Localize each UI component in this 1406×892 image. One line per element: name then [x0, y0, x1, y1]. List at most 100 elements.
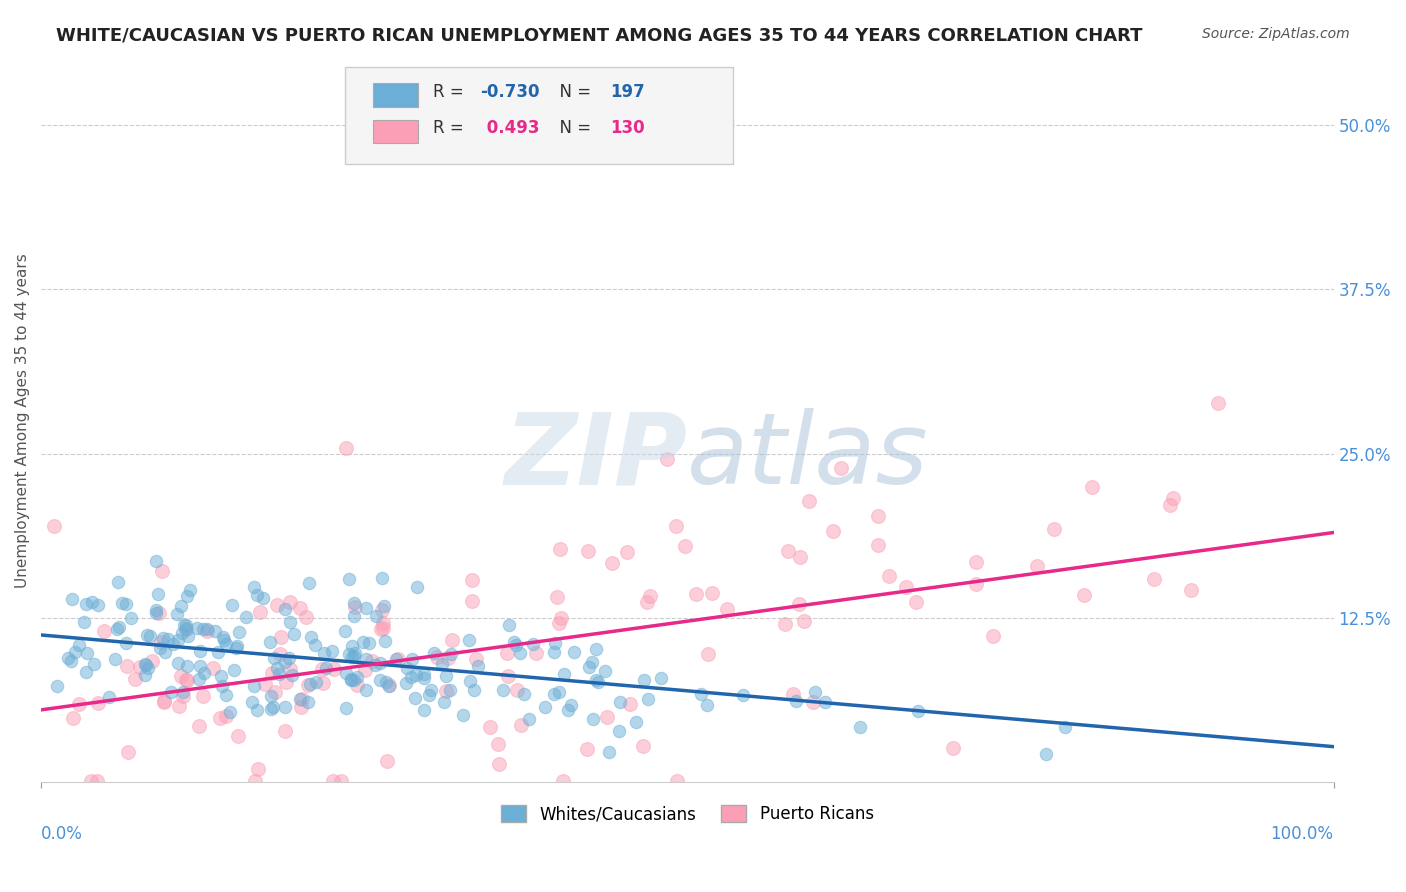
Text: 130: 130	[610, 120, 644, 137]
Puerto Ricans	[548, 542, 571, 557]
Whites/Caucasians	[814, 695, 837, 709]
Whites/Caucasians	[252, 591, 274, 606]
Whites/Caucasians	[242, 679, 264, 693]
Whites/Caucasians	[80, 594, 103, 608]
Whites/Caucasians	[148, 587, 170, 601]
Whites/Caucasians	[115, 597, 138, 611]
Whites/Caucasians	[517, 712, 540, 726]
Whites/Caucasians	[315, 661, 337, 675]
Puerto Ricans	[1208, 395, 1230, 409]
Whites/Caucasians	[191, 622, 214, 636]
Whites/Caucasians	[513, 687, 536, 701]
Whites/Caucasians	[1053, 720, 1076, 734]
Whites/Caucasians	[439, 683, 461, 698]
Puerto Ricans	[602, 556, 624, 570]
Puerto Ricans	[201, 661, 224, 675]
Puerto Ricans	[172, 689, 194, 703]
Whites/Caucasians	[374, 634, 396, 648]
Whites/Caucasians	[277, 651, 299, 665]
Whites/Caucasians	[548, 684, 571, 698]
Whites/Caucasians	[195, 623, 218, 637]
Whites/Caucasians	[67, 638, 90, 652]
Whites/Caucasians	[560, 698, 582, 712]
Whites/Caucasians	[343, 673, 366, 687]
Puerto Ricans	[797, 493, 820, 508]
Puerto Ricans	[1163, 491, 1185, 505]
Whites/Caucasians	[354, 601, 377, 615]
Whites/Caucasians	[321, 643, 343, 657]
Whites/Caucasians	[401, 651, 423, 665]
Whites/Caucasians	[212, 632, 235, 647]
Whites/Caucasians	[696, 698, 718, 713]
Whites/Caucasians	[274, 700, 297, 714]
Whites/Caucasians	[269, 667, 291, 681]
Puerto Ricans	[149, 635, 172, 649]
Puerto Ricans	[266, 598, 288, 612]
Puerto Ricans	[115, 658, 138, 673]
Whites/Caucasians	[298, 677, 321, 691]
Puerto Ricans	[488, 757, 510, 772]
Puerto Ricans	[495, 647, 517, 661]
Whites/Caucasians	[263, 650, 285, 665]
Whites/Caucasians	[240, 695, 263, 709]
Puerto Ricans	[553, 773, 575, 788]
Whites/Caucasians	[135, 628, 157, 642]
Whites/Caucasians	[581, 655, 603, 669]
Text: R =: R =	[433, 120, 468, 137]
Whites/Caucasians	[160, 684, 183, 698]
Puerto Ricans	[526, 646, 548, 660]
Whites/Caucasians	[354, 683, 377, 698]
Puerto Ricans	[665, 519, 688, 533]
Puerto Ricans	[191, 690, 214, 704]
Whites/Caucasians	[562, 645, 585, 659]
Puerto Ricans	[879, 568, 901, 582]
Whites/Caucasians	[371, 571, 394, 585]
Whites/Caucasians	[235, 610, 257, 624]
Puerto Ricans	[546, 591, 568, 605]
Whites/Caucasians	[211, 630, 233, 644]
Whites/Caucasians	[149, 641, 172, 656]
Whites/Caucasians	[373, 599, 395, 614]
Whites/Caucasians	[188, 659, 211, 673]
Whites/Caucasians	[557, 703, 579, 717]
Whites/Caucasians	[404, 690, 426, 705]
Puerto Ricans	[269, 647, 291, 661]
Whites/Caucasians	[451, 708, 474, 723]
Whites/Caucasians	[785, 694, 807, 708]
Puerto Ricans	[793, 614, 815, 628]
Text: 0.0%: 0.0%	[41, 825, 83, 844]
Whites/Caucasians	[637, 692, 659, 706]
Text: 100.0%: 100.0%	[1271, 825, 1333, 844]
Whites/Caucasians	[385, 652, 408, 666]
Whites/Caucasians	[134, 668, 156, 682]
Puerto Ricans	[153, 695, 176, 709]
Whites/Caucasians	[222, 663, 245, 677]
Whites/Caucasians	[104, 651, 127, 665]
Puerto Ricans	[80, 773, 103, 788]
Puerto Ricans	[330, 773, 353, 788]
Puerto Ricans	[62, 711, 84, 725]
Whites/Caucasians	[152, 631, 174, 645]
Whites/Caucasians	[370, 673, 392, 687]
Whites/Caucasians	[633, 673, 655, 687]
Whites/Caucasians	[259, 635, 281, 649]
Whites/Caucasians	[304, 674, 326, 689]
Puerto Ricans	[195, 624, 218, 638]
Puerto Ricans	[782, 688, 804, 702]
Puerto Ricans	[461, 594, 484, 608]
FancyBboxPatch shape	[344, 67, 733, 164]
Puerto Ricans	[322, 662, 344, 676]
Whites/Caucasians	[56, 650, 79, 665]
Whites/Caucasians	[337, 572, 360, 586]
Whites/Caucasians	[374, 674, 396, 689]
Whites/Caucasians	[368, 657, 391, 671]
Puerto Ricans	[214, 709, 236, 723]
Puerto Ricans	[312, 676, 335, 690]
Whites/Caucasians	[105, 622, 128, 636]
Puerto Ricans	[375, 754, 398, 768]
Puerto Ricans	[245, 773, 267, 788]
Whites/Caucasians	[335, 666, 357, 681]
Whites/Caucasians	[174, 618, 197, 632]
Whites/Caucasians	[593, 664, 616, 678]
Whites/Caucasians	[215, 688, 238, 702]
